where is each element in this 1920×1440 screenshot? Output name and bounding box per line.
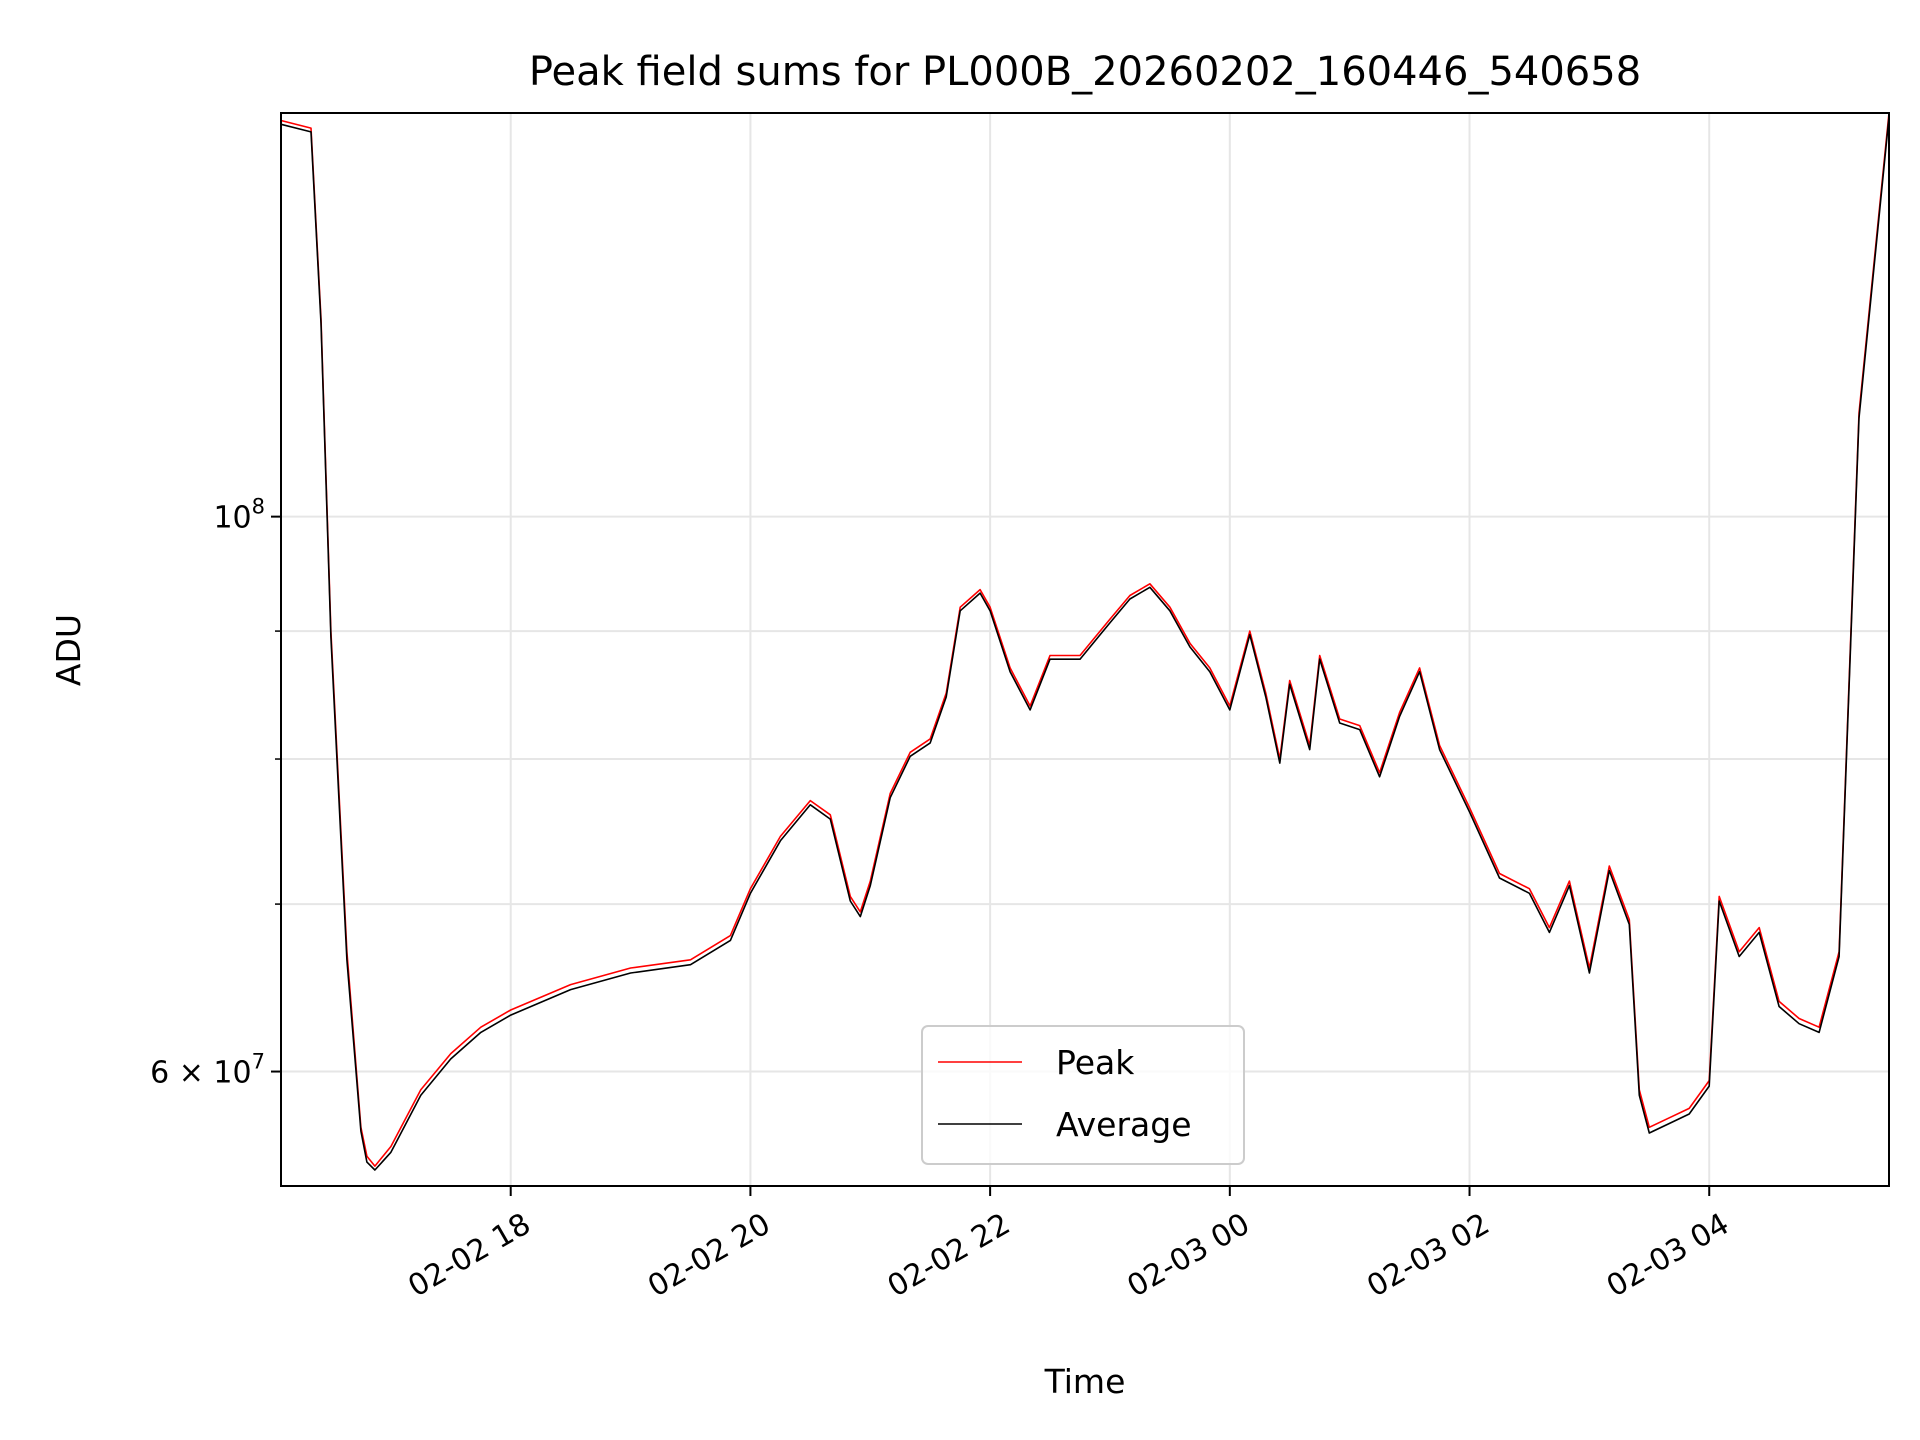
grid <box>281 113 1889 1186</box>
y-axis-label: ADU <box>49 614 88 686</box>
legend-label-average: Average <box>1056 1105 1192 1144</box>
y-tick-label: 6 × 107 <box>150 1050 265 1091</box>
y-tick-label: 108 <box>213 495 265 536</box>
x-tick-label: 02-02 22 <box>882 1207 1016 1305</box>
legend: Peak Average <box>921 1025 1245 1165</box>
legend-label-peak: Peak <box>1056 1043 1135 1082</box>
series-line-peak <box>280 112 1890 1167</box>
x-tick-label: 02-02 20 <box>642 1207 776 1305</box>
x-axis: 02-02 18 02-02 20 02-02 22 02-03 00 02-03 02… <box>402 1186 1735 1304</box>
series-line-average <box>280 116 1890 1171</box>
x-axis-label: Time <box>1044 1362 1126 1401</box>
x-tick-label: 02-03 02 <box>1361 1207 1495 1305</box>
chart-title: Peak field sums for PL000B_20260202_1604… <box>529 49 1641 95</box>
plot-frame <box>280 112 1890 1187</box>
x-tick-label: 02-03 00 <box>1122 1207 1256 1305</box>
y-axis: 6 × 107 108 <box>150 495 281 1091</box>
x-tick-label: 02-02 18 <box>402 1207 536 1305</box>
x-tick-label: 02-03 04 <box>1601 1207 1735 1305</box>
legend-box <box>921 1025 1245 1165</box>
series-layer <box>280 112 1890 1171</box>
